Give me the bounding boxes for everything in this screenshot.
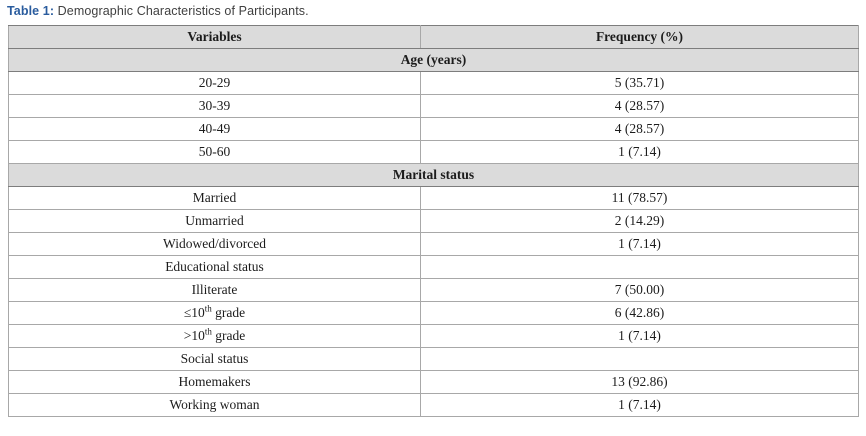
table-header: Variables Frequency (%): [8, 25, 859, 49]
frequency-cell: 4 (28.57): [420, 94, 859, 118]
frequency-cell: 1 (7.14): [420, 324, 859, 348]
section-row: Marital status: [8, 163, 859, 187]
variable-cell: 30-39: [8, 94, 421, 118]
frequency-cell: 1 (7.14): [420, 140, 859, 164]
variable-cell: Homemakers: [8, 370, 421, 394]
section-label: Age (years): [8, 48, 859, 72]
frequency-cell: 5 (35.71): [420, 71, 859, 95]
frequency-cell: 7 (50.00): [420, 278, 859, 302]
table-caption-text: Demographic Characteristics of Participa…: [54, 4, 309, 18]
variable-cell: Married: [8, 186, 421, 210]
table-caption-label: Table 1:: [7, 4, 55, 18]
variable-cell: 40-49: [8, 117, 421, 141]
frequency-cell: [420, 347, 859, 371]
variable-cell: Unmarried: [8, 209, 421, 233]
table-row: 40-49 4 (28.57): [8, 117, 859, 141]
frequency-cell: [420, 255, 859, 279]
table-row: Homemakers 13 (92.86): [8, 370, 859, 394]
frequency-cell: 1 (7.14): [420, 393, 859, 417]
table-row: 20-29 5 (35.71): [8, 71, 859, 95]
table-row: Widowed/divorced 1 (7.14): [8, 232, 859, 256]
variable-cell: Working woman: [8, 393, 421, 417]
section-row: Age (years): [8, 48, 859, 72]
frequency-cell: 2 (14.29): [420, 209, 859, 233]
variable-cell: 50-60: [8, 140, 421, 164]
frequency-cell: 4 (28.57): [420, 117, 859, 141]
variable-cell: Educational status: [8, 255, 421, 279]
column-header-variables: Variables: [8, 25, 421, 49]
table-row: >10th grade 1 (7.14): [8, 324, 859, 348]
variable-cell: >10th grade: [8, 324, 421, 348]
table-row: Married 11 (78.57): [8, 186, 859, 210]
table-row: ≤10th grade 6 (42.86): [8, 301, 859, 325]
variable-cell: Widowed/divorced: [8, 232, 421, 256]
variable-cell: Illiterate: [8, 278, 421, 302]
frequency-cell: 13 (92.86): [420, 370, 859, 394]
table-body: Age (years) 20-29 5 (35.71) 30-39 4 (28.57) 4…: [8, 48, 859, 417]
frequency-cell: 1 (7.14): [420, 232, 859, 256]
table-row: 30-39 4 (28.57): [8, 94, 859, 118]
header-row: Variables Frequency (%): [8, 25, 859, 49]
table-caption: Table 1: Demographic Characteristics of …: [0, 0, 866, 18]
table-row: Unmarried 2 (14.29): [8, 209, 859, 233]
table-row: Educational status: [8, 255, 859, 279]
variable-cell: 20-29: [8, 71, 421, 95]
variable-cell: ≤10th grade: [8, 301, 421, 325]
section-label: Marital status: [8, 163, 859, 187]
table-row: Working woman 1 (7.14): [8, 393, 859, 417]
table-row: 50-60 1 (7.14): [8, 140, 859, 164]
column-header-frequency: Frequency (%): [420, 25, 859, 49]
variable-cell: Social status: [8, 347, 421, 371]
frequency-cell: 11 (78.57): [420, 186, 859, 210]
table-row: Illiterate 7 (50.00): [8, 278, 859, 302]
demographics-table: Variables Frequency (%) Age (years) 20-29…: [8, 25, 859, 417]
table-row: Social status: [8, 347, 859, 371]
frequency-cell: 6 (42.86): [420, 301, 859, 325]
superscript: th: [204, 326, 212, 337]
superscript: th: [204, 303, 212, 314]
